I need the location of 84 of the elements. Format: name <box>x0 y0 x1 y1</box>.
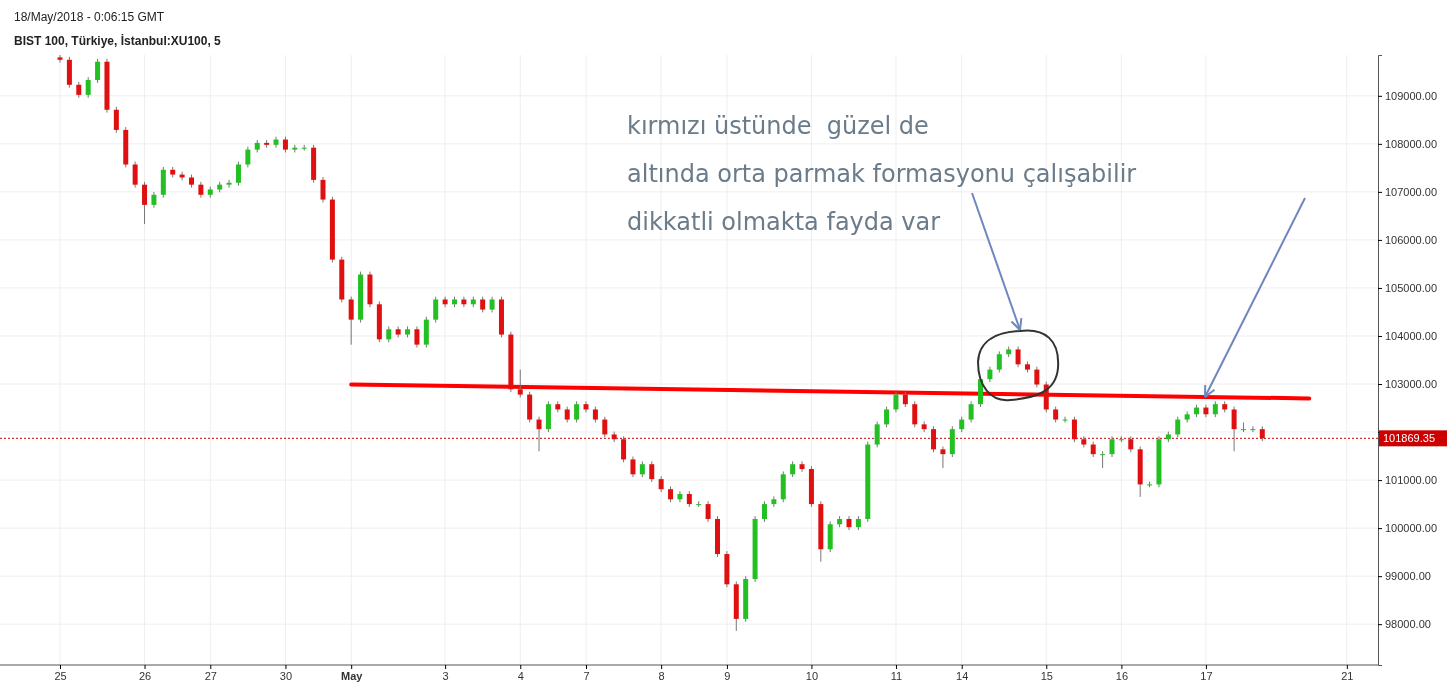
candlestick <box>395 325 401 338</box>
x-tick-label: 30 <box>279 669 293 682</box>
candlestick <box>1015 346 1021 368</box>
y-tick-label: 105000.00 <box>1385 281 1437 294</box>
candlestick <box>940 445 946 469</box>
candlestick <box>1241 421 1246 433</box>
candlestick <box>1231 406 1237 452</box>
candlestick <box>536 416 542 452</box>
y-tick-label: 107000.00 <box>1385 185 1437 198</box>
candlestick <box>705 500 711 523</box>
x-tick-label: 25 <box>54 669 67 682</box>
candlestick <box>583 400 589 413</box>
candlestick <box>893 391 899 413</box>
candlestick <box>884 406 890 428</box>
x-tick-label: 21 <box>1341 669 1354 682</box>
candlestick <box>433 296 439 324</box>
y-tick-label: 99000.00 <box>1385 570 1431 583</box>
annotation: altında orta parmak formasyonu çalışabilir <box>627 160 1137 188</box>
candlestick <box>602 416 608 438</box>
candlestick <box>245 146 251 168</box>
candlestick <box>1175 416 1181 438</box>
y-tick-label: 104000.00 <box>1385 330 1437 342</box>
x-tick-label: 4 <box>517 669 524 682</box>
x-tick-label: 27 <box>204 669 217 682</box>
x-tick-label: 26 <box>138 669 152 682</box>
candlestick <box>1034 366 1040 388</box>
candlestick <box>1062 416 1068 423</box>
candlestick <box>968 400 974 423</box>
candlestick <box>132 161 138 189</box>
candlestick <box>912 400 918 428</box>
candlestick <box>630 456 636 478</box>
x-tick-label: 15 <box>1040 669 1053 682</box>
candlestick <box>1100 450 1106 469</box>
candlestick <box>320 176 326 203</box>
candlestick <box>226 179 232 189</box>
x-tick-label: 11 <box>890 669 903 682</box>
candlestick <box>113 106 119 134</box>
candlestick <box>273 136 279 149</box>
y-tick-label: 98000.00 <box>1385 618 1431 631</box>
x-tick-label: 8 <box>658 669 665 682</box>
candlestick <box>996 350 1002 373</box>
candlestick <box>85 76 91 99</box>
candlestick <box>235 161 241 187</box>
annotation: kırmızı üstünde güzel de <box>627 112 929 140</box>
y-tick-label: 109000.00 <box>1385 89 1437 102</box>
candlestick <box>142 181 148 225</box>
x-tick-label: 16 <box>1115 669 1129 682</box>
candlestick <box>677 490 683 503</box>
candlestick <box>95 58 101 84</box>
candlestick <box>414 325 420 349</box>
candlestick <box>874 420 880 448</box>
x-tick-label: 3 <box>442 669 449 682</box>
candlestick <box>1184 410 1190 423</box>
candlestick <box>1250 425 1256 433</box>
y-tick-label: 108000.00 <box>1385 137 1437 150</box>
candlestick <box>771 495 777 508</box>
x-tick-label: 9 <box>724 669 731 682</box>
candlestick <box>517 369 523 398</box>
candlestick <box>574 400 580 423</box>
candlestick <box>799 460 805 473</box>
candlestick <box>1109 435 1115 458</box>
candlestick <box>621 435 627 463</box>
y-tick-label: 106000.00 <box>1385 233 1437 246</box>
candlestick <box>761 500 767 523</box>
candlestick <box>57 54 63 64</box>
candlestick <box>442 296 448 308</box>
x-tick-label: 14 <box>956 669 969 682</box>
x-tick-label: May <box>340 669 364 682</box>
y-tick-label: 101000.00 <box>1385 474 1437 487</box>
candlestick <box>348 296 354 346</box>
y-tick-label: 103000.00 <box>1385 378 1437 391</box>
x-tick-label: 17 <box>1200 669 1213 682</box>
candlestick <box>461 296 467 308</box>
x-tick-label: 7 <box>583 669 590 682</box>
x-tick-label: 10 <box>805 669 819 682</box>
candlestick <box>649 460 655 483</box>
candlestick <box>931 425 937 453</box>
ref-line-label: 101869.35 <box>1383 432 1435 445</box>
candlestick <box>1071 416 1077 443</box>
candlestick <box>921 420 927 433</box>
chart-title: BIST 100, Türkiye, İstanbul:XU100, 5 <box>14 33 222 48</box>
y-tick-label: 100000.00 <box>1385 522 1437 535</box>
annotation: dikkatli olmakta fayda var <box>627 208 941 236</box>
chart-subtitle: 18/May/2018 - 0:06:15 GMT <box>14 10 165 24</box>
